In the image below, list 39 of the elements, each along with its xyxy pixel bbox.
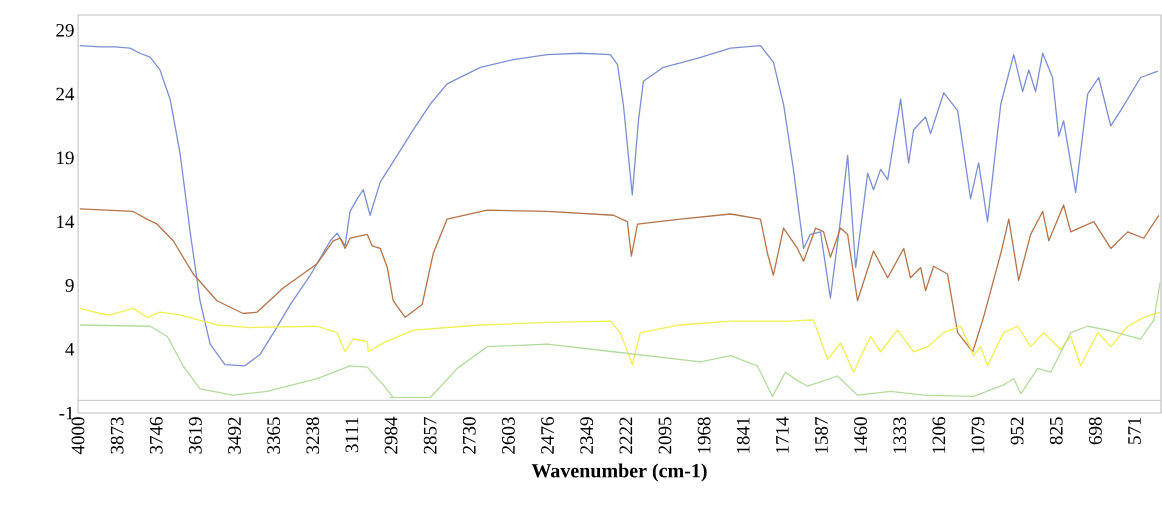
x-tick-label: 3238 — [306, 417, 320, 454]
x-tick-label: 1206 — [932, 417, 946, 453]
x-tick-label: 2476 — [541, 417, 554, 454]
x-tick-label: 2222 — [619, 417, 633, 454]
x-tick-label: 571 — [1128, 417, 1141, 444]
x-tick-label: 3111 — [345, 417, 359, 453]
y-tick-label: 19 — [57, 151, 74, 165]
x-tick-label: 1333 — [893, 417, 907, 453]
x-axis-title: Wavenumber (cm-1) — [531, 463, 707, 482]
x-tick-label: 2349 — [580, 417, 594, 454]
y-tick-label: -1 — [59, 406, 74, 420]
x-tick-label: 4000 — [71, 417, 85, 455]
x-tick-label: 825 — [1049, 417, 1063, 445]
line-series — [79, 44, 1159, 367]
x-tick-label: 3365 — [267, 417, 281, 454]
x-tick-label: 1587 — [815, 417, 828, 453]
y-tick-label: 9 — [65, 279, 74, 292]
x-tick-label: 3873 — [110, 417, 124, 454]
x-tick-label: 2857 — [423, 417, 437, 454]
x-tick-label: 3619 — [189, 417, 202, 454]
x-tick-label: 2095 — [658, 417, 672, 454]
x-tick-label: 1714 — [776, 416, 789, 453]
y-tick-label: 4 — [65, 342, 75, 356]
x-tick-label: 1841 — [736, 417, 750, 453]
x-tick-label: 3492 — [228, 417, 241, 454]
x-tick-label: 3746 — [149, 417, 163, 454]
y-tick-label: 29 — [56, 23, 74, 37]
y-tick-label: 14 — [57, 215, 75, 228]
line-series — [79, 282, 1161, 399]
x-tick-label: 698 — [1088, 417, 1102, 445]
x-tick-label: 1968 — [697, 417, 711, 453]
x-tick-label: 2984 — [384, 416, 398, 454]
x-tick-label: 1460 — [854, 417, 867, 453]
x-tick-label: 1079 — [971, 417, 985, 453]
line-series — [79, 204, 1160, 353]
x-tick-label: 2603 — [502, 417, 515, 454]
x-tick-label: 952 — [1010, 417, 1024, 445]
x-tick-label: 2730 — [462, 417, 476, 454]
y-tick-label: 24 — [56, 87, 75, 101]
